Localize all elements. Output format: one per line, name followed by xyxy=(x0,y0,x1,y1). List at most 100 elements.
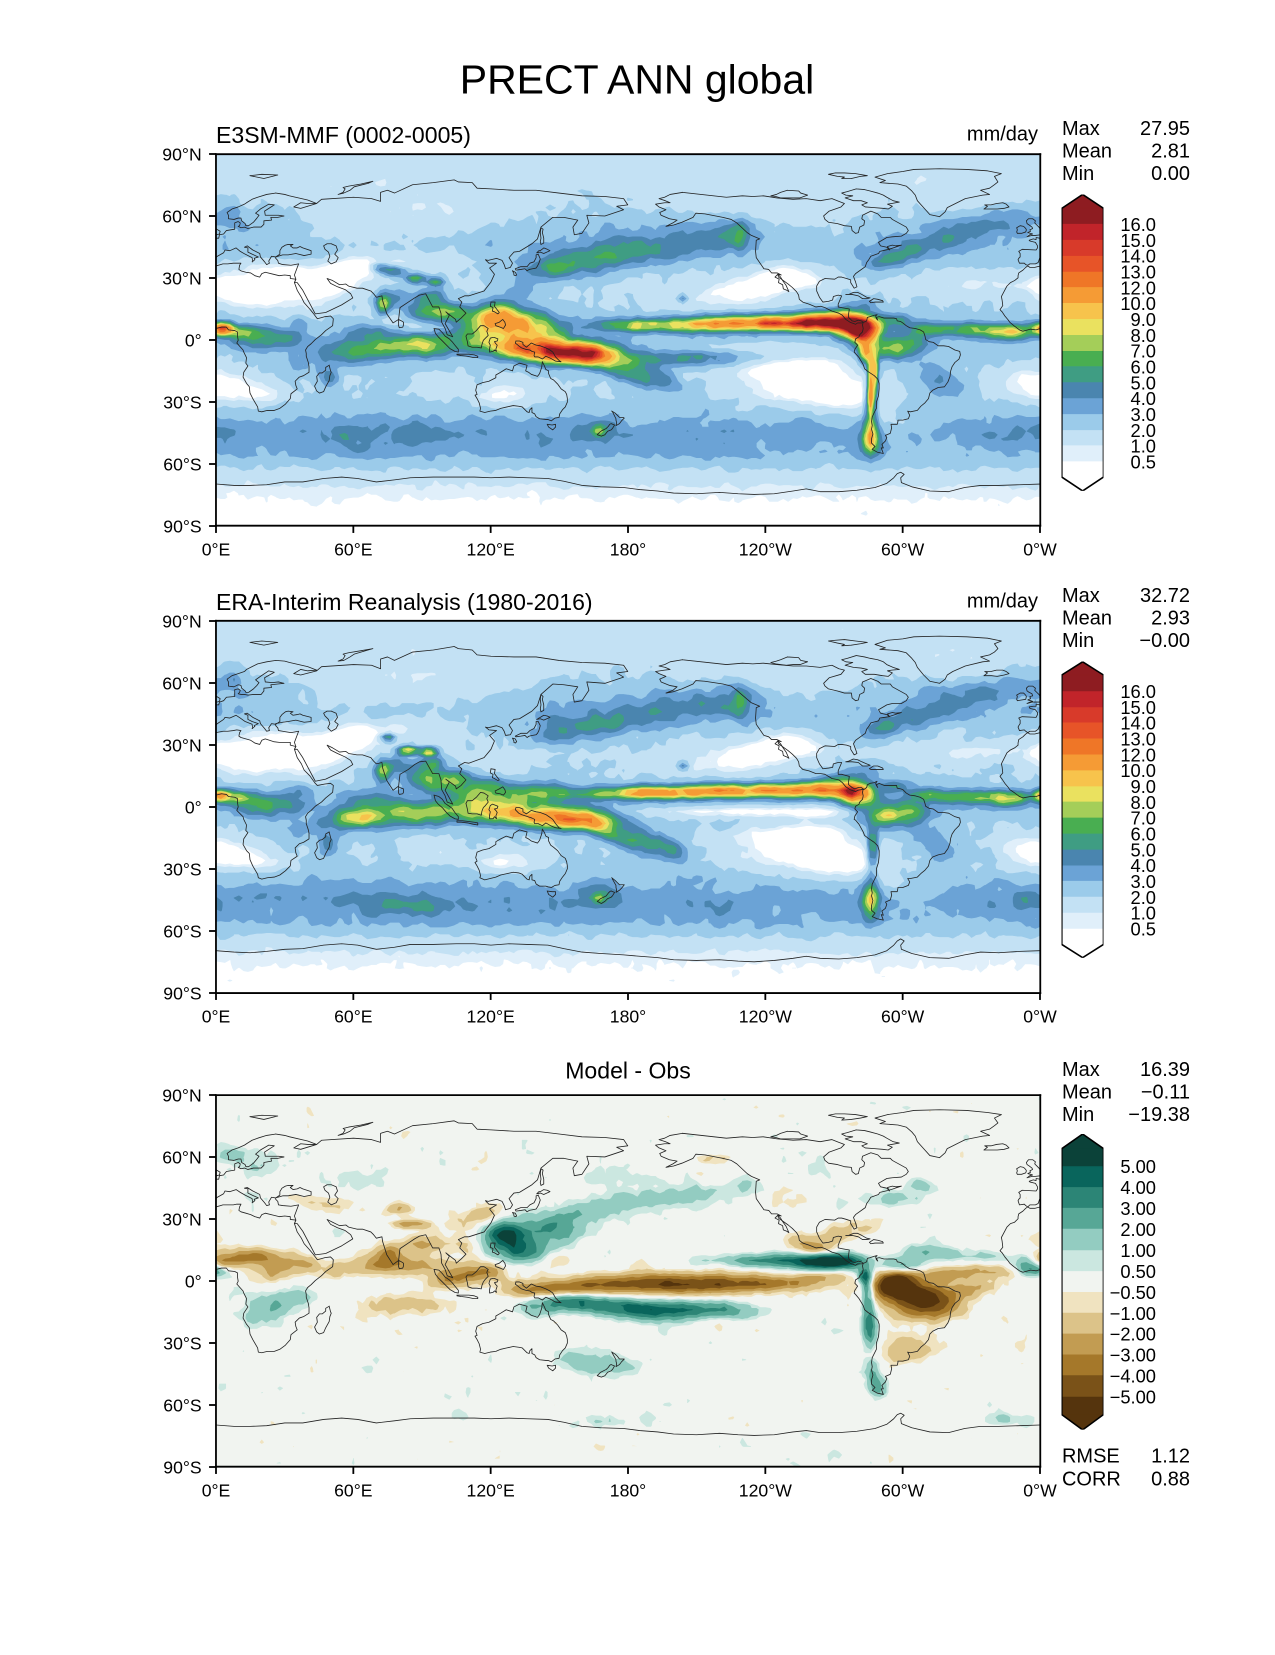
svg-text:0°: 0° xyxy=(185,330,202,350)
svg-text:15.0: 15.0 xyxy=(1120,697,1156,718)
svg-text:90°S: 90°S xyxy=(163,516,201,536)
svg-text:4.0: 4.0 xyxy=(1131,855,1156,876)
svg-text:6.0: 6.0 xyxy=(1131,357,1156,378)
svg-text:15.0: 15.0 xyxy=(1120,230,1156,251)
svg-text:8.0: 8.0 xyxy=(1131,792,1156,813)
svg-text:mm/day: mm/day xyxy=(967,123,1038,145)
svg-text:3.0: 3.0 xyxy=(1131,871,1156,892)
svg-text:60°E: 60°E xyxy=(334,1480,372,1500)
svg-text:0.00: 0.00 xyxy=(1151,163,1190,185)
svg-text:90°S: 90°S xyxy=(163,983,201,1003)
svg-text:7.0: 7.0 xyxy=(1131,808,1156,829)
svg-text:5.0: 5.0 xyxy=(1131,372,1156,393)
svg-text:180°: 180° xyxy=(610,1006,646,1026)
svg-text:60°W: 60°W xyxy=(881,539,925,559)
svg-text:60°W: 60°W xyxy=(881,1480,925,1500)
svg-text:120°W: 120°W xyxy=(739,1006,792,1026)
svg-text:Mean: Mean xyxy=(1062,140,1112,162)
svg-text:E3SM-MMF (0002-0005): E3SM-MMF (0002-0005) xyxy=(216,122,471,148)
svg-text:−4.00: −4.00 xyxy=(1110,1366,1156,1387)
svg-text:PRECT ANN global: PRECT ANN global xyxy=(460,56,814,102)
svg-text:CORR: CORR xyxy=(1062,1468,1121,1490)
svg-text:−5.00: −5.00 xyxy=(1110,1386,1156,1407)
svg-text:0°: 0° xyxy=(185,797,202,817)
svg-text:2.00: 2.00 xyxy=(1120,1219,1156,1240)
svg-text:4.00: 4.00 xyxy=(1120,1177,1156,1198)
svg-text:90°N: 90°N xyxy=(162,144,201,164)
svg-text:0°W: 0°W xyxy=(1023,1006,1057,1026)
svg-text:14.0: 14.0 xyxy=(1120,246,1156,267)
svg-text:10.0: 10.0 xyxy=(1120,760,1156,781)
svg-text:30°S: 30°S xyxy=(163,392,201,412)
svg-text:90°S: 90°S xyxy=(163,1457,201,1477)
svg-text:Max: Max xyxy=(1062,585,1100,607)
svg-text:−2.00: −2.00 xyxy=(1110,1324,1156,1345)
svg-text:120°E: 120°E xyxy=(467,1480,515,1500)
svg-text:30°S: 30°S xyxy=(163,859,201,879)
svg-text:0.50: 0.50 xyxy=(1120,1261,1156,1282)
svg-text:Min: Min xyxy=(1062,163,1094,185)
svg-text:Max: Max xyxy=(1062,1059,1100,1081)
svg-text:6.0: 6.0 xyxy=(1131,824,1156,845)
svg-text:2.81: 2.81 xyxy=(1151,140,1190,162)
svg-text:2.93: 2.93 xyxy=(1151,607,1190,629)
svg-text:120°E: 120°E xyxy=(467,539,515,559)
svg-text:30°N: 30°N xyxy=(162,735,201,755)
svg-text:3.0: 3.0 xyxy=(1131,404,1156,425)
svg-text:2.0: 2.0 xyxy=(1131,420,1156,441)
svg-text:120°E: 120°E xyxy=(467,1006,515,1026)
svg-text:60°S: 60°S xyxy=(163,454,201,474)
svg-text:9.0: 9.0 xyxy=(1131,309,1156,330)
svg-text:30°N: 30°N xyxy=(162,1209,201,1229)
svg-text:−3.00: −3.00 xyxy=(1110,1345,1156,1366)
svg-text:0.88: 0.88 xyxy=(1151,1468,1190,1490)
svg-text:90°N: 90°N xyxy=(162,611,201,631)
svg-text:−1.00: −1.00 xyxy=(1110,1303,1156,1324)
svg-text:9.0: 9.0 xyxy=(1131,776,1156,797)
svg-text:Min: Min xyxy=(1062,630,1094,652)
svg-text:3.00: 3.00 xyxy=(1120,1198,1156,1219)
svg-text:60°N: 60°N xyxy=(162,673,201,693)
svg-text:0°E: 0°E xyxy=(202,1006,231,1026)
svg-text:12.0: 12.0 xyxy=(1120,744,1156,765)
svg-text:16.0: 16.0 xyxy=(1120,214,1156,235)
svg-text:14.0: 14.0 xyxy=(1120,713,1156,734)
svg-text:ERA-Interim Reanalysis (1980-2: ERA-Interim Reanalysis (1980-2016) xyxy=(216,589,593,615)
svg-text:1.0: 1.0 xyxy=(1131,436,1156,457)
svg-text:0°: 0° xyxy=(185,1271,202,1291)
svg-text:120°W: 120°W xyxy=(739,1480,792,1500)
svg-text:0.5: 0.5 xyxy=(1131,452,1156,473)
svg-text:13.0: 13.0 xyxy=(1120,262,1156,283)
svg-text:0.5: 0.5 xyxy=(1131,919,1156,940)
svg-text:30°S: 30°S xyxy=(163,1333,201,1353)
svg-text:0°E: 0°E xyxy=(202,539,231,559)
svg-text:mm/day: mm/day xyxy=(967,590,1038,612)
svg-text:−0.50: −0.50 xyxy=(1110,1282,1156,1303)
svg-text:1.12: 1.12 xyxy=(1151,1445,1190,1467)
svg-text:5.00: 5.00 xyxy=(1120,1156,1156,1177)
svg-text:−0.11: −0.11 xyxy=(1141,1081,1190,1103)
svg-text:Max: Max xyxy=(1062,118,1100,140)
svg-text:60°E: 60°E xyxy=(334,1006,372,1026)
svg-text:1.00: 1.00 xyxy=(1120,1240,1156,1261)
svg-text:60°N: 60°N xyxy=(162,1147,201,1167)
svg-text:16.0: 16.0 xyxy=(1120,681,1156,702)
svg-text:12.0: 12.0 xyxy=(1120,277,1156,298)
svg-text:2.0: 2.0 xyxy=(1131,887,1156,908)
svg-text:5.0: 5.0 xyxy=(1131,839,1156,860)
svg-text:27.95: 27.95 xyxy=(1140,118,1190,140)
svg-text:32.72: 32.72 xyxy=(1140,585,1190,607)
svg-text:0°W: 0°W xyxy=(1023,539,1057,559)
svg-text:10.0: 10.0 xyxy=(1120,293,1156,314)
svg-text:4.0: 4.0 xyxy=(1131,388,1156,409)
svg-text:−19.38: −19.38 xyxy=(1128,1104,1190,1126)
svg-text:60°W: 60°W xyxy=(881,1006,925,1026)
svg-text:−0.00: −0.00 xyxy=(1139,630,1190,652)
svg-text:120°W: 120°W xyxy=(739,539,792,559)
svg-text:1.0: 1.0 xyxy=(1131,903,1156,924)
svg-text:60°S: 60°S xyxy=(163,1395,201,1415)
svg-text:Min: Min xyxy=(1062,1104,1094,1126)
svg-text:8.0: 8.0 xyxy=(1131,325,1156,346)
svg-text:180°: 180° xyxy=(610,539,646,559)
svg-text:60°N: 60°N xyxy=(162,206,201,226)
